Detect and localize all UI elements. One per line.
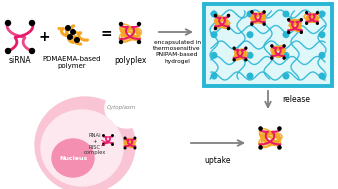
Circle shape — [29, 49, 34, 53]
Text: =: = — [100, 27, 112, 41]
Ellipse shape — [52, 139, 94, 177]
Circle shape — [245, 47, 247, 49]
Circle shape — [319, 53, 325, 58]
Text: RNAi
+
RISC
complex: RNAi + RISC complex — [84, 133, 106, 155]
Circle shape — [68, 35, 72, 39]
Text: Nucleus: Nucleus — [59, 156, 87, 160]
Circle shape — [283, 45, 285, 47]
Circle shape — [214, 27, 217, 29]
Circle shape — [211, 11, 217, 17]
Text: +: + — [38, 30, 50, 44]
Circle shape — [247, 53, 253, 58]
Circle shape — [271, 45, 273, 47]
Circle shape — [120, 40, 122, 43]
Text: uptake: uptake — [205, 156, 231, 165]
Circle shape — [247, 73, 253, 79]
Circle shape — [227, 14, 230, 17]
Text: Cytoplasm: Cytoplasm — [107, 105, 136, 111]
Circle shape — [134, 147, 136, 149]
Text: siRNA: siRNA — [9, 56, 31, 65]
Circle shape — [103, 144, 104, 145]
Circle shape — [271, 57, 273, 59]
Circle shape — [71, 30, 75, 34]
Circle shape — [283, 73, 289, 79]
Circle shape — [245, 59, 247, 61]
Text: encapsulated in
thermosensitive
PNIPAM-based
hydrogel: encapsulated in thermosensitive PNIPAM-b… — [153, 40, 201, 64]
Circle shape — [306, 12, 308, 13]
Circle shape — [211, 32, 217, 37]
Text: polyplex: polyplex — [114, 56, 146, 65]
Ellipse shape — [41, 110, 123, 186]
Text: release: release — [282, 95, 310, 105]
Circle shape — [247, 32, 253, 37]
Circle shape — [211, 73, 217, 79]
Circle shape — [278, 127, 281, 130]
Circle shape — [319, 11, 325, 17]
Circle shape — [283, 32, 289, 37]
Circle shape — [5, 49, 10, 53]
Circle shape — [214, 14, 217, 17]
Ellipse shape — [105, 88, 149, 128]
Circle shape — [283, 11, 289, 17]
Circle shape — [227, 27, 230, 29]
Circle shape — [211, 53, 217, 58]
Circle shape — [288, 19, 290, 21]
Circle shape — [124, 137, 126, 139]
Circle shape — [233, 47, 235, 49]
Circle shape — [316, 22, 318, 24]
Circle shape — [247, 11, 253, 17]
Circle shape — [112, 135, 113, 136]
Circle shape — [120, 22, 122, 26]
Circle shape — [263, 23, 265, 25]
Circle shape — [251, 23, 253, 25]
Circle shape — [233, 59, 235, 61]
Circle shape — [134, 137, 136, 139]
Circle shape — [251, 11, 253, 13]
FancyBboxPatch shape — [204, 4, 332, 86]
Circle shape — [278, 146, 281, 149]
Circle shape — [306, 22, 308, 24]
Circle shape — [283, 57, 285, 59]
Circle shape — [103, 135, 104, 136]
Circle shape — [300, 19, 303, 21]
Circle shape — [5, 20, 10, 26]
Circle shape — [138, 22, 141, 26]
Circle shape — [259, 127, 262, 130]
Circle shape — [138, 40, 141, 43]
Circle shape — [316, 12, 318, 13]
Circle shape — [300, 31, 303, 33]
Circle shape — [124, 147, 126, 149]
Circle shape — [283, 53, 289, 58]
Circle shape — [263, 11, 265, 13]
Circle shape — [66, 26, 70, 30]
Text: PDMAEMA-based
polymer: PDMAEMA-based polymer — [43, 56, 101, 69]
Circle shape — [288, 31, 290, 33]
Circle shape — [319, 32, 325, 37]
Circle shape — [112, 144, 113, 145]
Circle shape — [319, 73, 325, 79]
Circle shape — [259, 146, 262, 149]
Ellipse shape — [35, 97, 135, 189]
Circle shape — [75, 38, 79, 42]
Circle shape — [29, 20, 34, 26]
